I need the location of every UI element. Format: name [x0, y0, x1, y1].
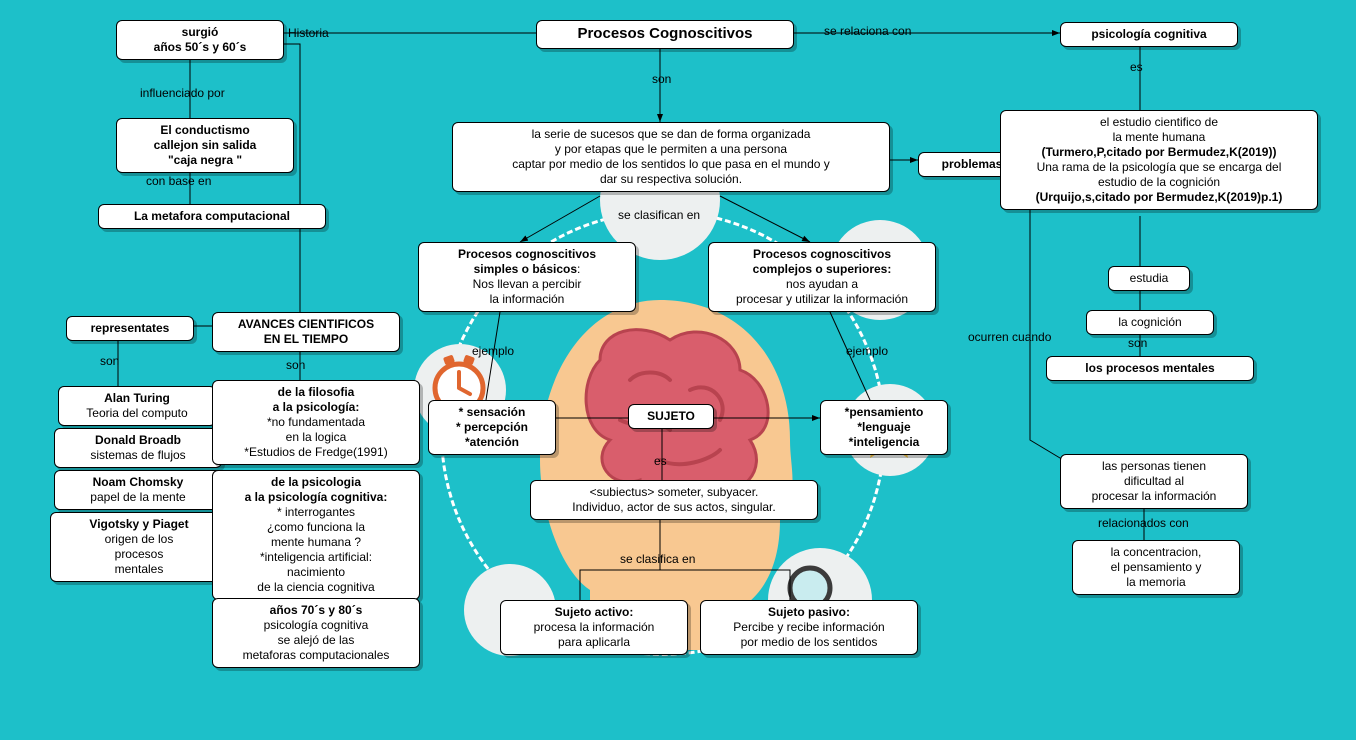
node-chomsky: Noam Chomskypapel de la mente — [54, 470, 222, 510]
edge-label-seclas2: se clasifica en — [620, 552, 695, 566]
node-concen: la concentracion,el pensamiento yla memo… — [1072, 540, 1240, 595]
node-title: Procesos Cognoscitivos — [536, 20, 794, 49]
node-pens: *pensamiento*lenguaje*inteligencia — [820, 400, 948, 455]
node-sens: * sensación* percepción*atención — [428, 400, 556, 455]
node-estudio: el estudio cientifico dela mente humana(… — [1000, 110, 1318, 210]
node-conduct: El conductismocallejon sin salida"caja n… — [116, 118, 294, 173]
node-metafora: La metafora computacional — [98, 204, 326, 229]
node-psicogn: psicología cognitiva — [1060, 22, 1238, 47]
edge-label-ocurre: ocurren cuando — [968, 330, 1051, 344]
node-repres: representates — [66, 316, 194, 341]
edge-label-ej1: ejemplo — [472, 344, 514, 358]
node-avances: AVANCES CIENTIFICOSEN EL TIEMPO — [212, 312, 400, 352]
node-psicog: de la psicologiaa la psicología cognitiv… — [212, 470, 420, 600]
edge-label-son2: son — [100, 354, 119, 368]
edge-label-inf: influenciado por — [140, 86, 225, 100]
edge-label-seclas: se clasifican en — [618, 208, 700, 222]
node-sujact: Sujeto activo:procesa la informaciónpara… — [500, 600, 688, 655]
node-sujpas: Sujeto pasivo:Percibe y recibe informaci… — [700, 600, 918, 655]
node-surgio: surgióaños 50´s y 60´s — [116, 20, 284, 60]
node-subiectus: <subiectus> someter, subyacer.Individuo,… — [530, 480, 818, 520]
node-dific: las personas tienendificultad alprocesar… — [1060, 454, 1248, 509]
node-lacog: la cognición — [1086, 310, 1214, 335]
node-definicion: la serie de sucesos que se dan de forma … — [452, 122, 890, 192]
node-turing: Alan TuringTeoria del computo — [58, 386, 216, 426]
node-a7080: años 70´s y 80´spsicología cognitivase a… — [212, 598, 420, 668]
edge-label-son1: son — [652, 72, 671, 86]
edge-label-base: con base en — [146, 174, 211, 188]
node-sujeto: SUJETO — [628, 404, 714, 429]
node-vigotsky: Vigotsky y Piagetorigen de losprocesosme… — [50, 512, 228, 582]
edge-label-son4: son — [1128, 336, 1147, 350]
node-procmen: los procesos mentales — [1046, 356, 1254, 381]
edge-label-es2: es — [654, 454, 667, 468]
edge-label-son3: son — [286, 358, 305, 372]
node-broadb: Donald Broadbsistemas de flujos — [54, 428, 222, 468]
edge-label-ej2: ejemplo — [846, 344, 888, 358]
edge-label-es1: es — [1130, 60, 1143, 74]
edge-label-historia: Historia — [288, 26, 329, 40]
node-estudia: estudia — [1108, 266, 1190, 291]
node-complejos: Procesos cognoscitivoscomplejos o superi… — [708, 242, 936, 312]
node-filpsi: de la filosofiaa la psicología:*no funda… — [212, 380, 420, 465]
node-simples: Procesos cognoscitivossimples o básicos:… — [418, 242, 636, 312]
edge-label-serel: se relaciona con — [824, 24, 911, 38]
edge-label-relcon: relacionados con — [1098, 516, 1189, 530]
